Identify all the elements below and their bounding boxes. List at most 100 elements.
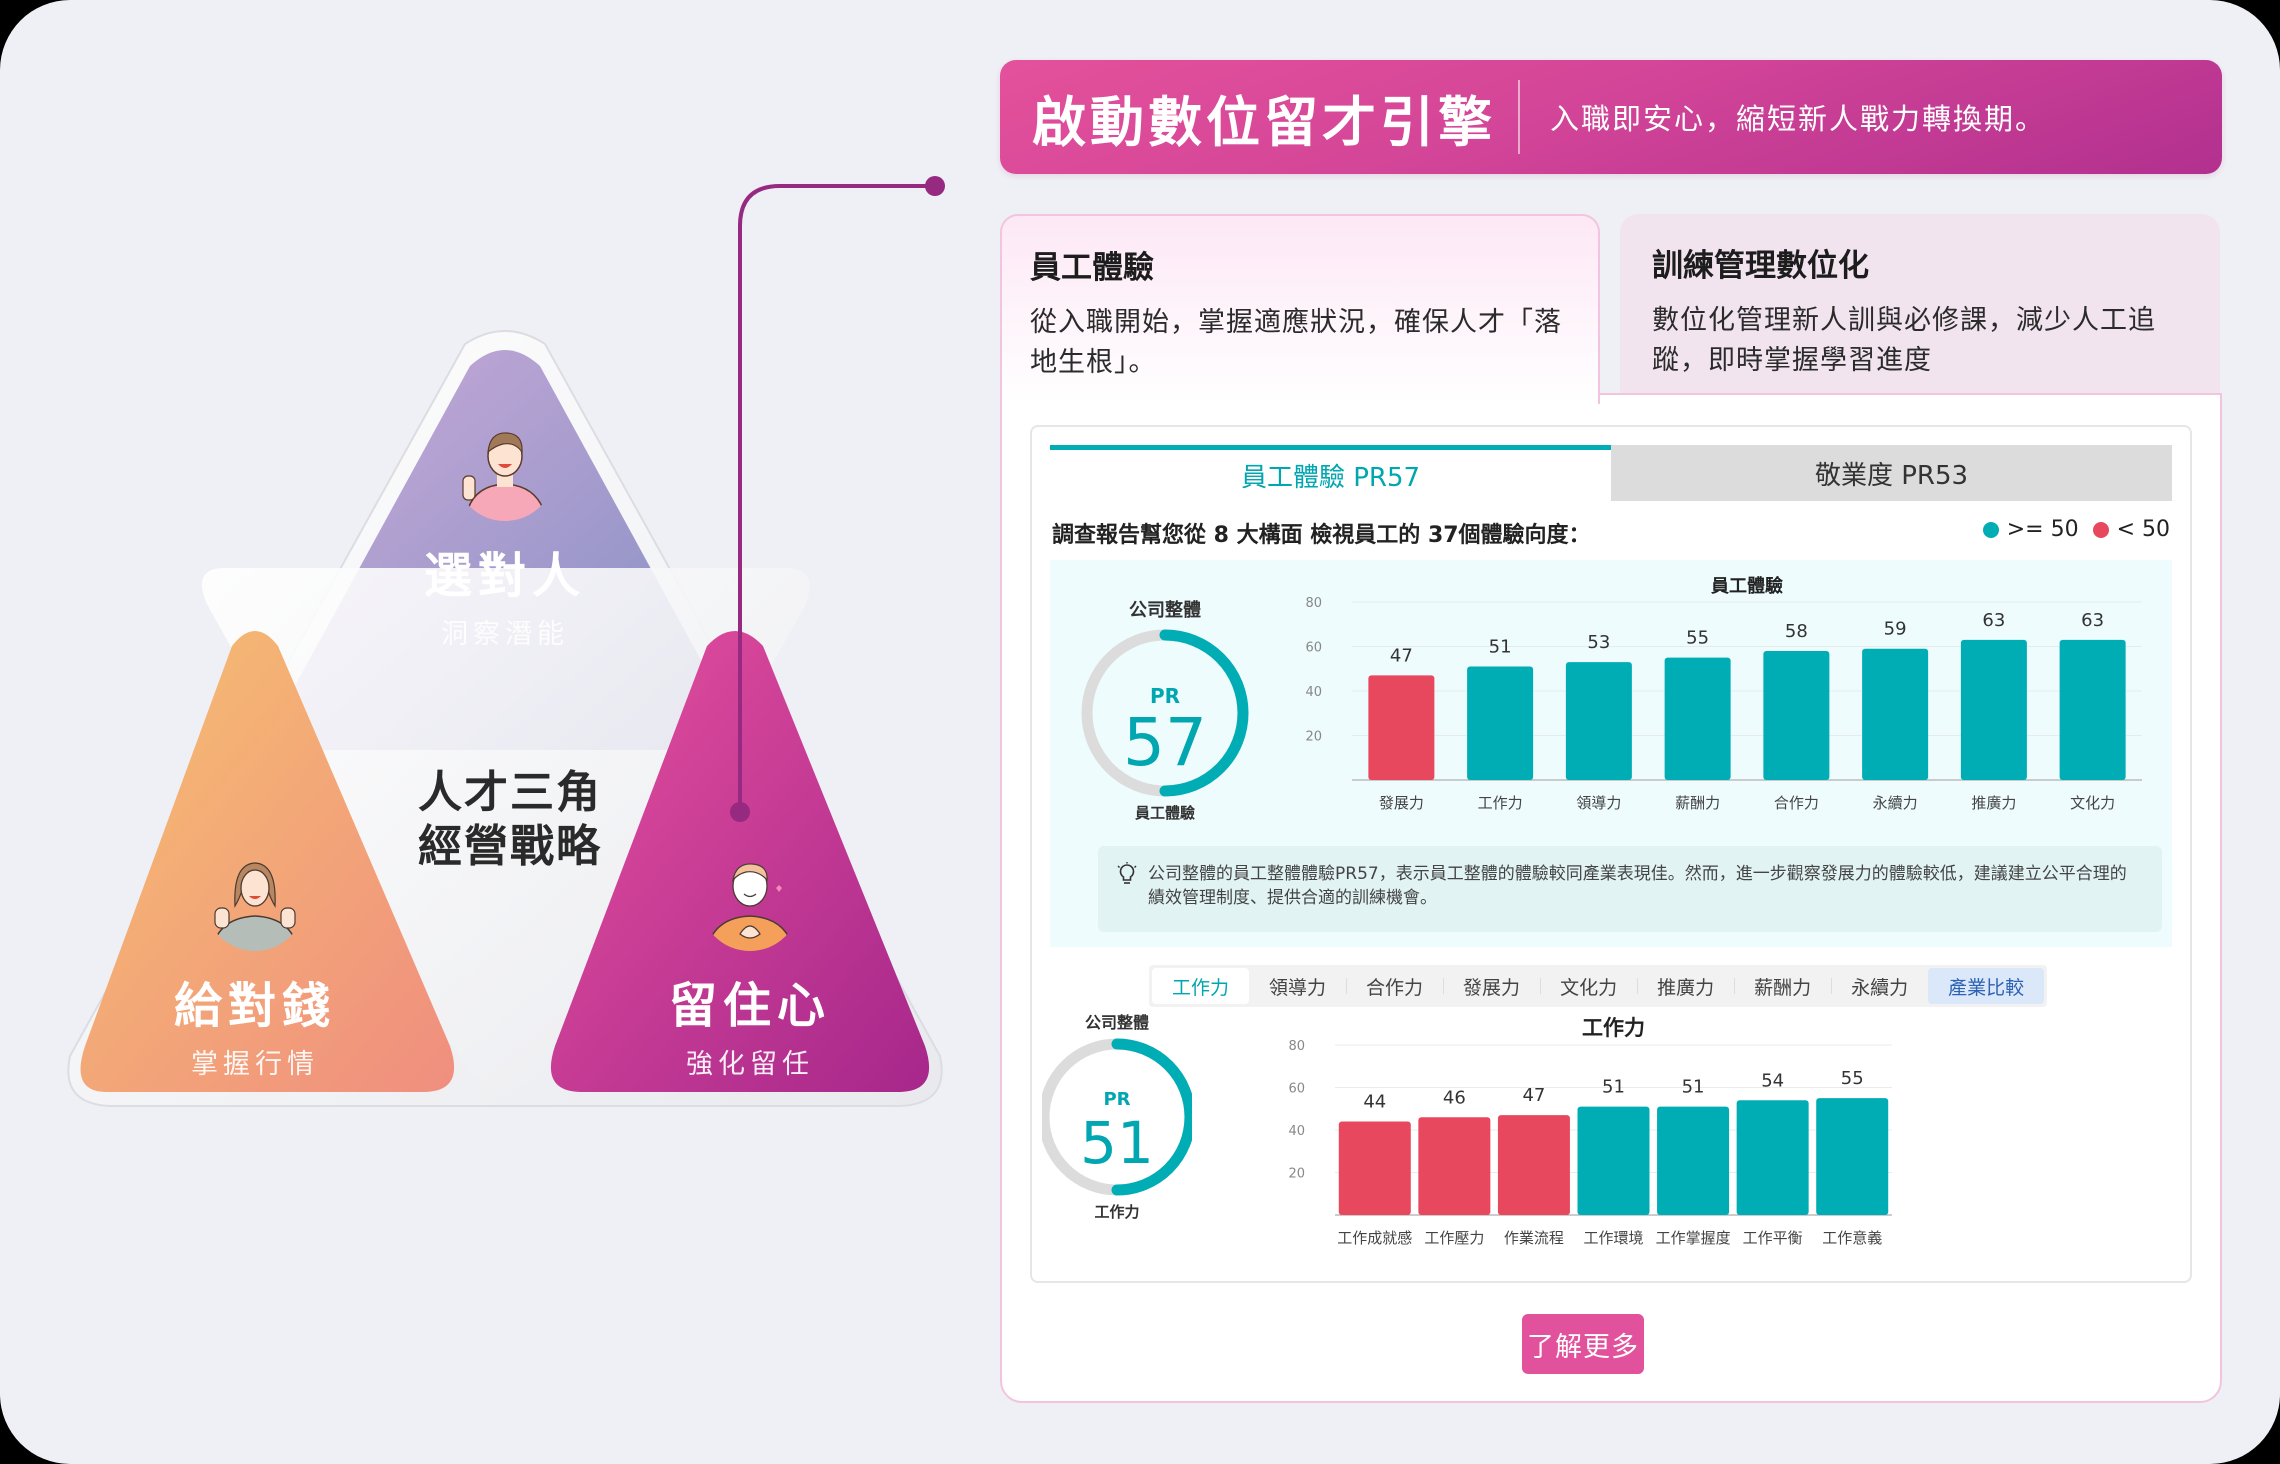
triangle-left-pay-right[interactable]: 給對錢 掌握行情 [125, 966, 385, 1081]
dimension-tab[interactable]: 推廣力 [1637, 968, 1734, 1004]
banner-subtitle: 入職即安心，縮短新人戰力轉換期。 [1550, 102, 2047, 136]
triangle-right-title: 留住心 [668, 978, 831, 1034]
y-tick-label: 60 [1288, 1082, 1305, 1097]
dimension-tab[interactable]: 工作力 [1152, 968, 1250, 1004]
bar-value-label: 44 [1363, 1092, 1386, 1113]
insight-text: 公司整體的員工整體體驗PR57，表示員工整體的體驗較同產業表現佳。然而，進一步觀… [1148, 864, 2127, 908]
dimension-tab[interactable]: 文化力 [1540, 968, 1637, 1004]
x-category-label: 推廣力 [1971, 794, 2016, 812]
avatar-heart-hands-icon [705, 863, 795, 951]
learn-more-button[interactable]: 了解更多 [1522, 1314, 1644, 1374]
ring-pr-value: 57 [1123, 704, 1207, 781]
bar[interactable] [1467, 666, 1534, 780]
y-tick-label: 20 [1305, 730, 1322, 745]
bar-value-label: 59 [1884, 619, 1907, 640]
bar-chart-work-power: 工作力 20 40 60 80 44 工作成就感 46 工作壓力 47 作業流程 51 工作環境 51 工作… [1288, 1016, 1892, 1247]
overall-pr-ring: 公司整體 PR 57 員工體驗 [1080, 596, 1250, 836]
bar[interactable] [1736, 1100, 1809, 1215]
y-tick-label: 60 [1305, 641, 1322, 656]
dimension-tab[interactable]: 合作力 [1346, 968, 1443, 1004]
triangle-top-subtitle: 洞察潛能 [441, 619, 569, 650]
x-category-label: 工作平衡 [1743, 1229, 1803, 1247]
ring-top-label: 公司整體 [1084, 1013, 1149, 1032]
ring-pr-value: 51 [1080, 1109, 1154, 1177]
triangle-top-select-people[interactable]: 選對人 洞察潛能 [375, 536, 635, 651]
report-tabs: 員工體驗 PR57 敬業度 PR53 [1050, 445, 2172, 501]
ring-gauge [1081, 629, 1249, 797]
x-category-label: 領導力 [1576, 794, 1621, 812]
card-title: 員工體驗 [1030, 250, 1154, 286]
bar[interactable] [1862, 648, 1929, 780]
bar[interactable] [1418, 1117, 1491, 1215]
chart-legend: >= 50 < 50 [1982, 517, 2170, 542]
y-tick-label: 40 [1305, 685, 1322, 700]
bar[interactable] [1664, 657, 1731, 780]
dimension-tab[interactable]: 領導力 [1269, 976, 1327, 999]
dimension-tab[interactable]: 發展力 [1443, 968, 1540, 1004]
talent-triangle: 選對人 洞察潛能 人才三角 經營戰略 給對錢 掌握行情 留住心 強化留任 [60, 326, 950, 1111]
card-title: 訓練管理數位化 [1652, 248, 1869, 284]
bar[interactable] [1368, 675, 1435, 780]
center-label-line2: 經營戰略 [418, 821, 602, 872]
x-category-label: 工作壓力 [1424, 1229, 1484, 1247]
bar-value-label: 51 [1602, 1077, 1625, 1098]
triangle-right-retain[interactable]: 留住心 強化留任 [620, 966, 880, 1081]
tab-employee-experience[interactable]: 員工體驗 PR57 [1050, 445, 1611, 501]
bar-value-label: 58 [1785, 621, 1808, 642]
legend-label-below: < 50 [2116, 517, 2170, 542]
connector-end-dot [925, 176, 945, 196]
triangle-right-subtitle: 強化留任 [686, 1049, 814, 1080]
chart-title: 員工體驗 [1710, 575, 1783, 597]
bar[interactable] [2059, 639, 2126, 780]
header-banner: 啟動數位留才引擎 入職即安心，縮短新人戰力轉換期。 [1000, 60, 2222, 174]
y-tick-label: 20 [1288, 1167, 1305, 1182]
dimension-tab[interactable]: 永續力 [1831, 968, 1928, 1004]
detail-pr-ring: 公司整體 PR 51 工作力 [1038, 1009, 1196, 1249]
avatar-man-thumbs-up-icon [462, 432, 548, 521]
dimension-tab[interactable]: 薪酬力 [1734, 968, 1831, 1004]
banner-divider [1518, 80, 1520, 154]
bar[interactable] [1960, 639, 2027, 780]
legend-red-dot-icon [2092, 521, 2109, 538]
feature-tab-employee-experience[interactable]: 員工體驗 從入職開始，掌握適應狀況，確保人才「落地生根」。 [1000, 214, 1600, 404]
feature-tab-training-management[interactable]: 訓練管理數位化 數位化管理新人訓與必修課，減少人工追蹤，即時掌握學習進度 [1620, 214, 2220, 394]
chart-title: 工作力 [1582, 1016, 1645, 1040]
dimension-tabs: 工作力 領導力 合作力 發展力 文化力 推廣力 薪酬力 永續力 產業比較 [1149, 965, 2048, 1007]
x-category-label: 工作掌握度 [1656, 1229, 1731, 1247]
dimension-tab[interactable]: 產業比較 [1928, 968, 2045, 1004]
bar[interactable] [1565, 662, 1632, 780]
x-category-label: 永續力 [1873, 794, 1918, 812]
card-description: 數位化管理新人訓與必修課，減少人工追蹤，即時掌握學習進度 [1652, 305, 2156, 376]
ring-bottom-label: 工作力 [1094, 1203, 1140, 1221]
bar-value-label: 55 [1841, 1068, 1864, 1089]
bar[interactable] [1338, 1121, 1411, 1216]
bar-value-label: 53 [1587, 632, 1610, 653]
ring-pr-label: PR [1149, 684, 1181, 708]
x-category-label: 工作環境 [1583, 1229, 1643, 1247]
x-category-label: 工作意義 [1822, 1229, 1882, 1247]
bar[interactable] [1577, 1106, 1650, 1215]
avatar-woman-thumbs-up-icon [210, 862, 300, 951]
bar-value-label: 47 [1390, 645, 1413, 666]
bar[interactable] [1763, 650, 1830, 780]
bar[interactable] [1657, 1106, 1730, 1215]
bar[interactable] [1816, 1098, 1889, 1215]
bar-value-label: 46 [1443, 1087, 1466, 1108]
survey-report: 員工體驗 PR57 敬業度 PR53 調查報告幫您從 8 大構面 檢視員工的 3… [1030, 425, 2192, 1283]
ring-top-label: 公司整體 [1129, 600, 1201, 621]
bar[interactable] [1497, 1115, 1570, 1215]
triangle-left-subtitle: 掌握行情 [191, 1049, 319, 1080]
lightbulb-icon [1117, 862, 1137, 884]
x-category-label: 工作成就感 [1337, 1229, 1412, 1247]
center-strategy-label: 人才三角 經營戰略 [390, 766, 630, 874]
y-tick-label: 80 [1305, 596, 1322, 611]
overview-chart-panel: 公司整體 PR 57 員工體驗 員工體驗 20 40 60 80 47 發展力 51 工作力 53… [1050, 560, 2172, 947]
y-tick-label: 80 [1288, 1039, 1305, 1054]
card-description: 從入職開始，掌握適應狀況，確保人才「落地生根」。 [1030, 307, 1562, 378]
x-category-label: 工作力 [1478, 794, 1523, 812]
bar-value-label: 51 [1682, 1077, 1705, 1098]
bar-value-label: 63 [2081, 610, 2104, 631]
x-category-label: 薪酬力 [1675, 794, 1720, 812]
tab-engagement[interactable]: 敬業度 PR53 [1611, 445, 2172, 501]
center-label-line1: 人才三角 [418, 767, 602, 818]
